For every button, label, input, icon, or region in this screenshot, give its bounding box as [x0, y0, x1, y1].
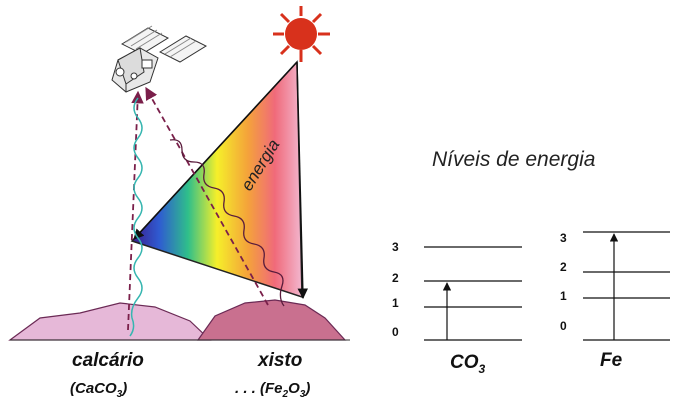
co3-element-label: CO3 [450, 352, 486, 376]
co3-level-0: 0 [392, 325, 399, 339]
rock-calcario [8, 302, 212, 341]
fe-level-2: 2 [560, 260, 567, 274]
wave-calcario [129, 97, 143, 337]
rock-label-xisto: xisto [257, 350, 302, 371]
co3-level-1: 1 [392, 296, 399, 310]
light-arrow-left [133, 61, 298, 240]
co3-level-2: 2 [392, 271, 399, 285]
wave-xisto [169, 139, 285, 307]
co3-level-3: 3 [392, 240, 399, 254]
reflected-arrow-xisto [145, 86, 269, 306]
fe-level-3: 3 [560, 231, 567, 245]
energy-levels-title: Níveis de energia [432, 148, 595, 171]
satellite-icon [111, 25, 208, 93]
formula-xisto: . . . (Fe2O3) [235, 380, 310, 400]
fe-level-0: 0 [560, 319, 567, 333]
fe-energy-levels: 3 2 1 0 Fe [560, 231, 670, 371]
light-arrow-right [296, 61, 309, 300]
rock-xisto [196, 299, 347, 341]
fe-element-label: Fe [600, 350, 623, 371]
sun-icon [273, 6, 330, 62]
formula-calcario: (CaCO3) [70, 380, 127, 400]
fe-level-1: 1 [560, 289, 567, 303]
reflected-arrow-calcario [127, 90, 144, 331]
energy-spectrum-triangle [130, 60, 303, 299]
co3-energy-levels: 3 2 1 0 CO3 [392, 240, 522, 376]
rock-label-calcario: calcário [72, 350, 144, 371]
